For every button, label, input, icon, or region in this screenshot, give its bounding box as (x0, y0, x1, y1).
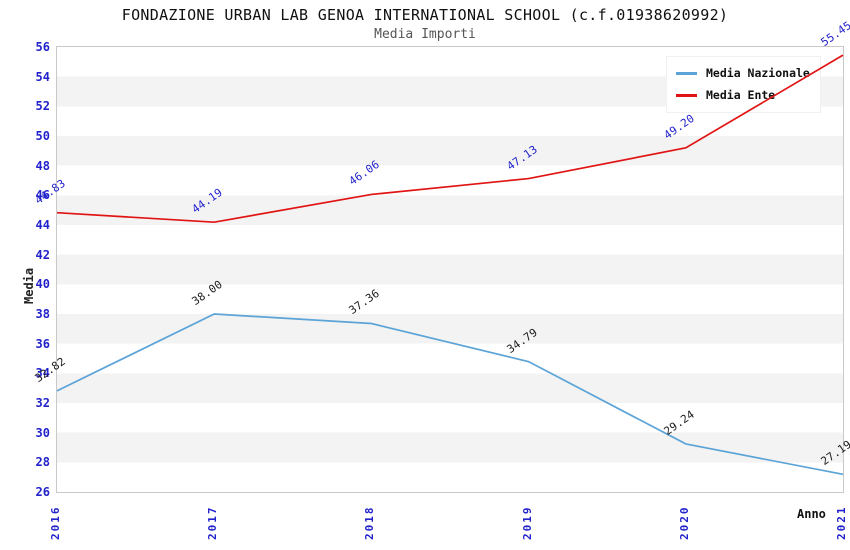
legend-swatch-nazionale (676, 71, 697, 75)
y-tick-label: 42 (35, 247, 50, 262)
x-tick-label: 2017 (206, 505, 220, 541)
y-tick-label: 38 (35, 307, 50, 321)
y-tick-label: 50 (35, 129, 50, 143)
plot-area (56, 46, 844, 493)
y-tick-label: 26 (35, 485, 50, 499)
y-tick-label: 44 (35, 218, 50, 232)
x-tick-label: 2020 (677, 505, 691, 541)
y-tick-label: 52 (35, 99, 50, 114)
y-tick-label: 34 (35, 366, 50, 381)
y-tick-label: 28 (35, 455, 50, 470)
y-tick-label: 56 (35, 40, 50, 54)
y-tick-label: 36 (35, 336, 50, 351)
y-tick-label: 40 (35, 277, 50, 292)
legend-label-ente: Media Ente (706, 88, 776, 102)
chart-subtitle: Media Importi (374, 27, 476, 42)
x-tick-label: 2019 (520, 505, 534, 541)
legend-item: Media Ente (676, 84, 810, 106)
legend-swatch-ente (676, 93, 697, 97)
y-tick-label: 54 (35, 69, 50, 84)
legend-item: Media Nazionale (676, 62, 810, 84)
y-tick-label: 30 (35, 425, 50, 440)
legend-label-nazionale: Media Nazionale (706, 66, 810, 80)
x-tick-label: 2021 (835, 505, 848, 541)
y-tick-label: 48 (35, 158, 50, 173)
legend: Media Nazionale Media Ente (666, 56, 821, 113)
y-tick-label: 46 (35, 188, 50, 203)
chart-title: FONDAZIONE URBAN LAB GENOA INTERNATIONAL… (121, 6, 729, 24)
x-tick-label: 2016 (49, 505, 62, 541)
y-tick-label: 32 (35, 396, 50, 410)
data-point-label: 55.45 (818, 18, 850, 50)
x-tick-label: 2018 (363, 505, 377, 541)
x-axis-title: Anno (797, 507, 826, 521)
